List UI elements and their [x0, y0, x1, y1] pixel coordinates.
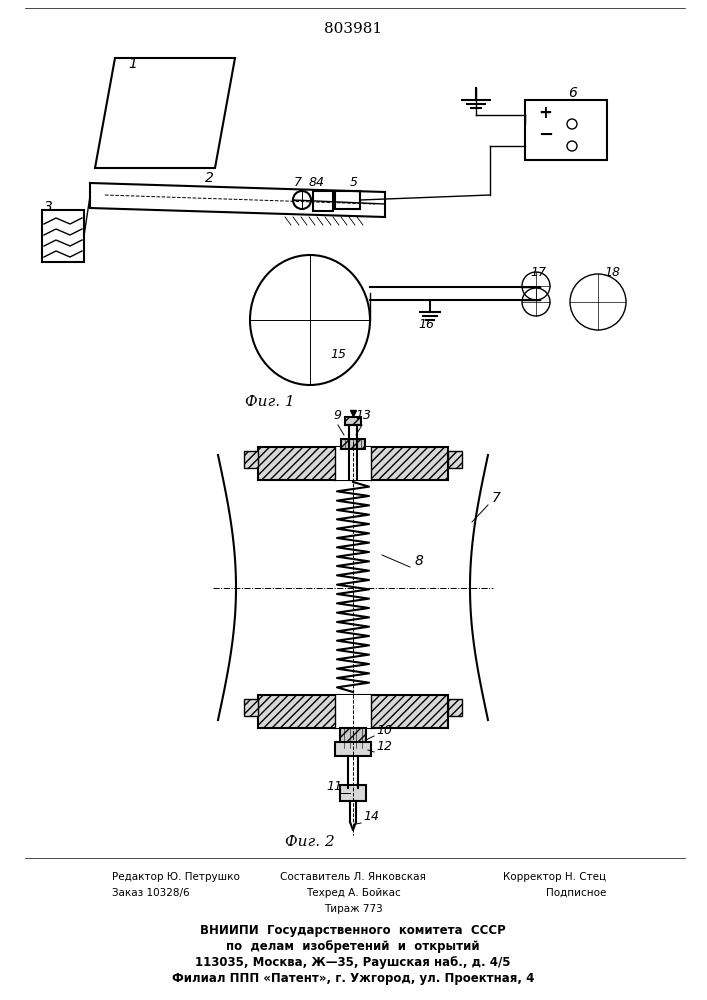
Bar	[345, 417, 361, 425]
Text: 15: 15	[330, 348, 346, 361]
Bar	[448, 451, 462, 468]
Text: 11: 11	[326, 780, 342, 793]
Text: 18: 18	[604, 266, 620, 279]
Text: 4: 4	[316, 176, 324, 189]
Bar	[341, 439, 365, 449]
Text: Заказ 10328/6: Заказ 10328/6	[112, 888, 189, 898]
Bar	[244, 451, 258, 468]
Text: Фиг. 1: Фиг. 1	[245, 395, 295, 409]
Text: 6: 6	[568, 86, 577, 100]
Bar	[448, 699, 462, 716]
Text: 14: 14	[363, 810, 379, 823]
Bar	[244, 699, 258, 716]
Bar	[258, 695, 448, 728]
Text: Филиал ППП «Патент», г. Ужгород, ул. Проектная, 4: Филиал ППП «Патент», г. Ужгород, ул. Про…	[172, 972, 534, 985]
Text: 113035, Москва, Ж—35, Раушская наб., д. 4/5: 113035, Москва, Ж—35, Раушская наб., д. …	[195, 956, 510, 969]
Bar	[313, 191, 333, 211]
Text: 17: 17	[530, 266, 546, 279]
Text: 5: 5	[350, 176, 358, 189]
Text: 8: 8	[415, 554, 424, 568]
Bar	[525, 100, 607, 160]
Text: 3: 3	[44, 200, 53, 214]
Text: 1: 1	[128, 57, 137, 71]
Bar	[335, 695, 371, 728]
Bar	[340, 785, 366, 801]
Text: Редактор Ю. Петрушко: Редактор Ю. Петрушко	[112, 872, 240, 882]
Text: 803981: 803981	[324, 22, 382, 36]
Text: Составитель Л. Янковская: Составитель Л. Янковская	[280, 872, 426, 882]
Text: 2: 2	[205, 171, 214, 185]
Text: Корректор Н. Стец: Корректор Н. Стец	[503, 872, 606, 882]
Text: +: +	[538, 104, 552, 122]
Text: 13: 13	[355, 409, 371, 422]
Bar	[335, 191, 360, 209]
Bar	[258, 447, 448, 480]
Text: 9: 9	[333, 409, 341, 422]
Text: 10: 10	[376, 724, 392, 737]
Text: ВНИИПИ  Государственного  комитета  СССР: ВНИИПИ Государственного комитета СССР	[200, 924, 506, 937]
Bar	[42, 210, 84, 262]
Text: 7: 7	[294, 176, 302, 189]
Text: по  делам  изобретений  и  открытий: по делам изобретений и открытий	[226, 940, 480, 953]
Text: Тираж 773: Тираж 773	[324, 904, 382, 914]
Text: Подписное: Подписное	[546, 888, 606, 898]
Text: Фиг. 2: Фиг. 2	[285, 835, 335, 849]
Text: 7: 7	[492, 491, 501, 505]
Text: Техред А. Бойкас: Техред А. Бойкас	[305, 888, 400, 898]
Bar	[335, 447, 371, 480]
Text: 16: 16	[418, 318, 434, 331]
Bar	[340, 728, 366, 748]
Text: −: −	[538, 126, 553, 144]
Text: 12: 12	[376, 740, 392, 753]
Bar	[335, 742, 371, 756]
Text: 8: 8	[309, 176, 317, 189]
